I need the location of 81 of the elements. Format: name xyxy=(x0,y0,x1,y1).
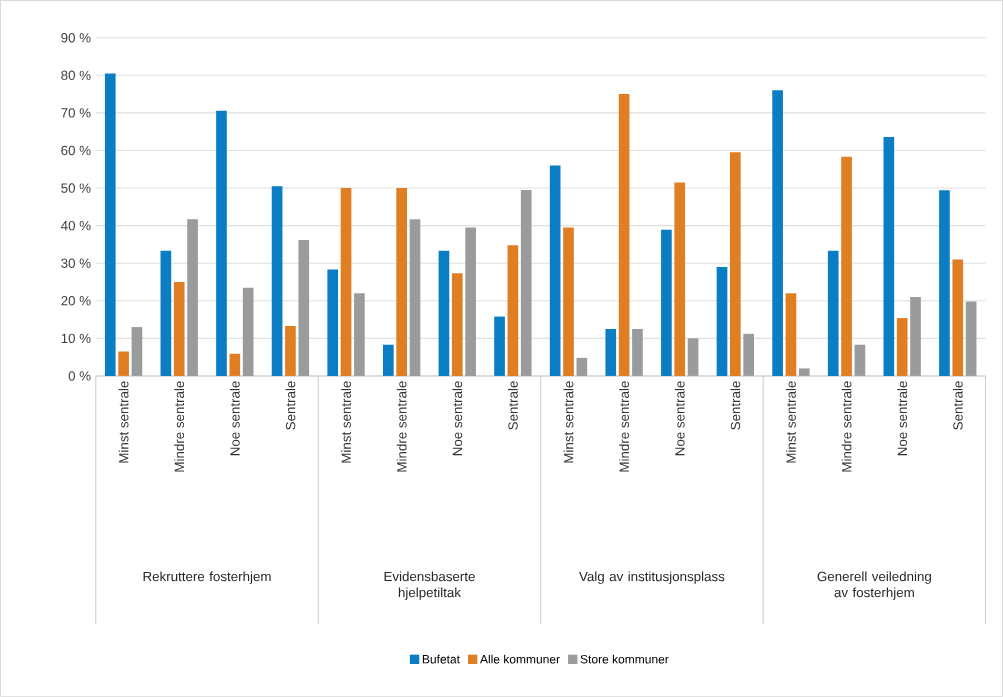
x-tick-label: Mindre sentrale xyxy=(174,381,185,472)
bar xyxy=(131,327,143,376)
y-tick-label: 0 % xyxy=(68,371,91,381)
y-tick-label: 60 % xyxy=(61,145,91,156)
bar xyxy=(952,259,964,376)
bar xyxy=(382,344,394,376)
bar xyxy=(160,250,172,376)
bar xyxy=(549,165,561,376)
bar xyxy=(827,250,839,376)
text: Valg av institusjonsplass xyxy=(579,571,725,584)
bar xyxy=(520,190,532,376)
bar xyxy=(507,245,519,376)
y-tick-label: 70 % xyxy=(61,108,91,118)
bar xyxy=(576,357,588,376)
bar xyxy=(965,301,977,376)
bar xyxy=(187,219,198,376)
bar xyxy=(451,273,463,376)
bar xyxy=(285,326,296,376)
bar xyxy=(438,250,450,376)
bar xyxy=(772,90,783,376)
bar xyxy=(216,110,227,376)
bar xyxy=(841,156,852,376)
bar xyxy=(173,282,185,376)
bar xyxy=(896,318,908,376)
text: Evidensbaserte hjelpetiltak xyxy=(384,571,475,600)
bar xyxy=(730,152,741,376)
x-tick-label: Minst sentrale xyxy=(563,381,574,463)
y-tick-label: 50 % xyxy=(61,183,91,193)
y-tick-label: 40 % xyxy=(60,220,91,231)
bar xyxy=(242,287,254,376)
legend-label: Alle kommuner xyxy=(480,654,560,664)
bar xyxy=(674,182,686,376)
bar xyxy=(271,186,283,376)
x-tick-label: Minst sentrale xyxy=(118,381,129,463)
x-tick-label: Noe sentrale xyxy=(674,381,685,456)
bar xyxy=(354,293,365,376)
bar xyxy=(632,329,643,376)
x-tick-label: Mindre sentrale xyxy=(841,381,852,472)
x-tick-label: Sentrale xyxy=(507,381,518,430)
x-tick-label: Minst sentrale xyxy=(786,381,796,463)
x-tick-label: Sentrale xyxy=(285,381,296,430)
bar xyxy=(910,297,921,376)
text: Generell veiledning av fosterhjem xyxy=(817,571,931,600)
bar xyxy=(465,227,476,376)
x-tick-label: Mindre sentrale xyxy=(619,381,630,472)
legend-label: Bufetat xyxy=(422,654,460,664)
y-tick-label: 20 % xyxy=(61,296,91,306)
bar xyxy=(798,368,810,376)
y-tick-label: 10 % xyxy=(61,333,91,344)
y-tick-label: 90 % xyxy=(61,33,91,43)
bar xyxy=(785,293,797,376)
x-tick-label: Sentrale xyxy=(730,381,741,430)
bar xyxy=(396,188,407,376)
bar xyxy=(687,338,699,376)
bar xyxy=(340,188,352,376)
bar xyxy=(229,353,241,376)
legend-label: Store kommuner xyxy=(580,654,669,664)
bar xyxy=(327,269,339,376)
bar xyxy=(563,227,574,376)
bar xyxy=(716,267,728,376)
x-tick-label: Noe sentrale xyxy=(452,381,463,456)
bar xyxy=(118,351,129,376)
x-tick-label: Noe sentrale xyxy=(897,381,908,456)
bar xyxy=(618,94,630,376)
bar xyxy=(298,239,310,376)
bar xyxy=(743,333,755,376)
bar xyxy=(104,73,116,376)
y-tick-label: 30 % xyxy=(61,258,91,268)
bar xyxy=(854,344,866,376)
bar xyxy=(494,316,505,376)
x-tick-label: Minst sentrale xyxy=(341,381,351,463)
bar xyxy=(883,137,895,376)
bar xyxy=(661,229,672,376)
bar xyxy=(939,190,950,376)
x-tick-label: Mindre sentrale xyxy=(396,381,407,472)
y-tick-label: 80 % xyxy=(61,70,91,81)
x-tick-label: Noe sentrale xyxy=(229,381,240,456)
bar xyxy=(409,219,421,376)
x-tick-label: Sentrale xyxy=(952,381,963,430)
bar xyxy=(605,329,617,376)
text: Rekruttere fosterhjem xyxy=(143,571,271,584)
